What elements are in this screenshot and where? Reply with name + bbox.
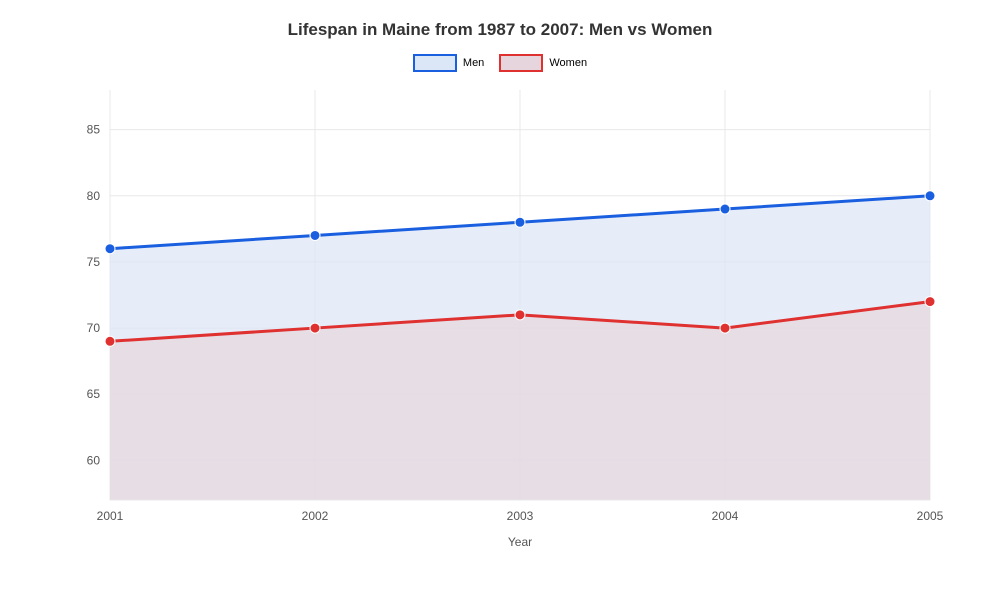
legend-label-women: Women [549, 57, 587, 69]
x-axis-title: Year [508, 535, 532, 549]
svg-text:2001: 2001 [97, 509, 124, 523]
svg-text:2005: 2005 [917, 509, 944, 523]
legend: Men Women [0, 54, 1000, 75]
legend-label-men: Men [463, 57, 484, 69]
legend-swatch-women [499, 54, 543, 72]
svg-text:85: 85 [87, 123, 101, 137]
legend-swatch-men [413, 54, 457, 72]
legend-item-women: Women [499, 54, 587, 72]
svg-text:2004: 2004 [712, 509, 739, 523]
svg-text:70: 70 [87, 321, 101, 335]
chart-title: Lifespan in Maine from 1987 to 2007: Men… [0, 0, 1000, 40]
chart-container: Lifespan in Maine from 1987 to 2007: Men… [0, 0, 1000, 600]
svg-text:65: 65 [87, 387, 101, 401]
chart-svg: 60657075808520012002200320042005AgeYear [80, 85, 950, 555]
svg-text:2003: 2003 [507, 509, 534, 523]
svg-text:80: 80 [87, 189, 101, 203]
svg-text:75: 75 [87, 255, 101, 269]
svg-text:60: 60 [87, 453, 101, 467]
legend-item-men: Men [413, 54, 484, 72]
plot-area: 60657075808520012002200320042005AgeYear [80, 85, 950, 515]
svg-text:2002: 2002 [302, 509, 329, 523]
